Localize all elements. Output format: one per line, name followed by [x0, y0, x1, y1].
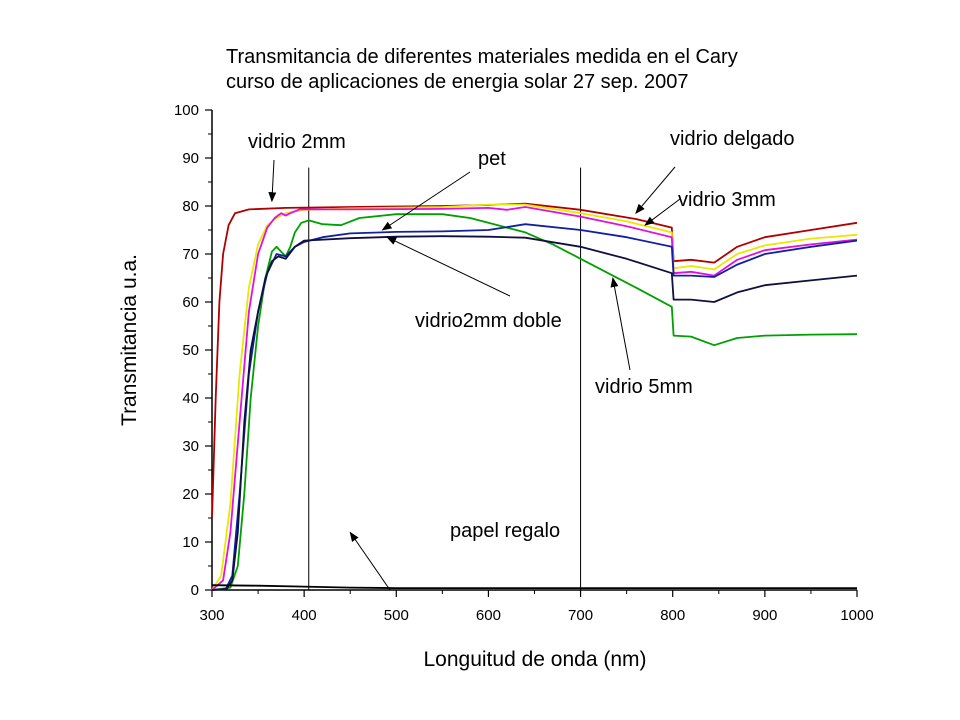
y-tick-label: 80	[182, 198, 199, 215]
y-tick-label: 40	[182, 390, 199, 407]
chart-title: Transmitancia de diferentes materiales m…	[226, 45, 738, 95]
y-tick-label: 0	[191, 582, 199, 599]
y-tick-label: 20	[182, 486, 199, 503]
annotation-label: vidrio 2mm	[248, 131, 346, 153]
y-tick-label: 50	[182, 342, 199, 359]
annotation-arrow	[610, 277, 631, 371]
x-tick-label: 500	[384, 607, 409, 624]
x-tick-label: 400	[292, 607, 317, 624]
axes: 300 400 500 600 700 800 900 1000 0 10 20 30 40 50 60 70…	[174, 102, 874, 624]
series-lines	[211, 202, 858, 591]
annotation-label: vidrio 5mm	[595, 376, 693, 398]
y-axis-label: Transmitancia u.a.	[118, 254, 141, 426]
series-line-vidrio-3mm	[211, 206, 858, 591]
series-line-amarillo	[211, 203, 858, 591]
chart-title-line-2: curso de aplicaciones de energia solar 2…	[226, 71, 689, 93]
x-tick-label: 600	[476, 607, 501, 624]
annotation-arrow	[386, 236, 511, 297]
annotation-label: vidrio delgado	[670, 128, 795, 150]
annotation-label: vidrio2mm doble	[415, 310, 562, 332]
x-tick-label: 900	[752, 607, 777, 624]
series-line-pet	[211, 223, 858, 591]
y-tick-label: 60	[182, 294, 199, 311]
y-tick-label: 10	[182, 534, 199, 551]
annotation-label: vidrio 3mm	[678, 189, 776, 211]
annotation-arrow	[268, 159, 277, 203]
x-tick-label: 300	[199, 607, 224, 624]
x-tick-label: 700	[568, 607, 593, 624]
x-tick-label: 800	[660, 607, 685, 624]
annotation-label: papel regalo	[450, 520, 560, 542]
series-line-vidrio2mm-doble	[211, 235, 858, 591]
series-line-papel-regalo	[211, 584, 857, 589]
chart-title-line-1: Transmitancia de diferentes materiales m…	[226, 46, 738, 68]
y-tick-label: 100	[174, 102, 199, 119]
annotation-arrow	[381, 171, 471, 231]
y-tick-label: 90	[182, 150, 199, 167]
annotations: vidrio 2mm pet vidrio delgado vidrio 3mm vid…	[248, 128, 795, 591]
annotation-arrow	[349, 531, 391, 591]
y-tick-label: 30	[182, 438, 199, 455]
x-axis-label: Longuitud de onda (nm)	[423, 648, 647, 671]
annotation-arrow	[635, 166, 676, 214]
annotation-arrow	[644, 198, 681, 226]
annotation-label: pet	[478, 148, 506, 170]
x-tick-label: 1000	[840, 607, 873, 624]
y-tick-label: 70	[182, 246, 199, 263]
